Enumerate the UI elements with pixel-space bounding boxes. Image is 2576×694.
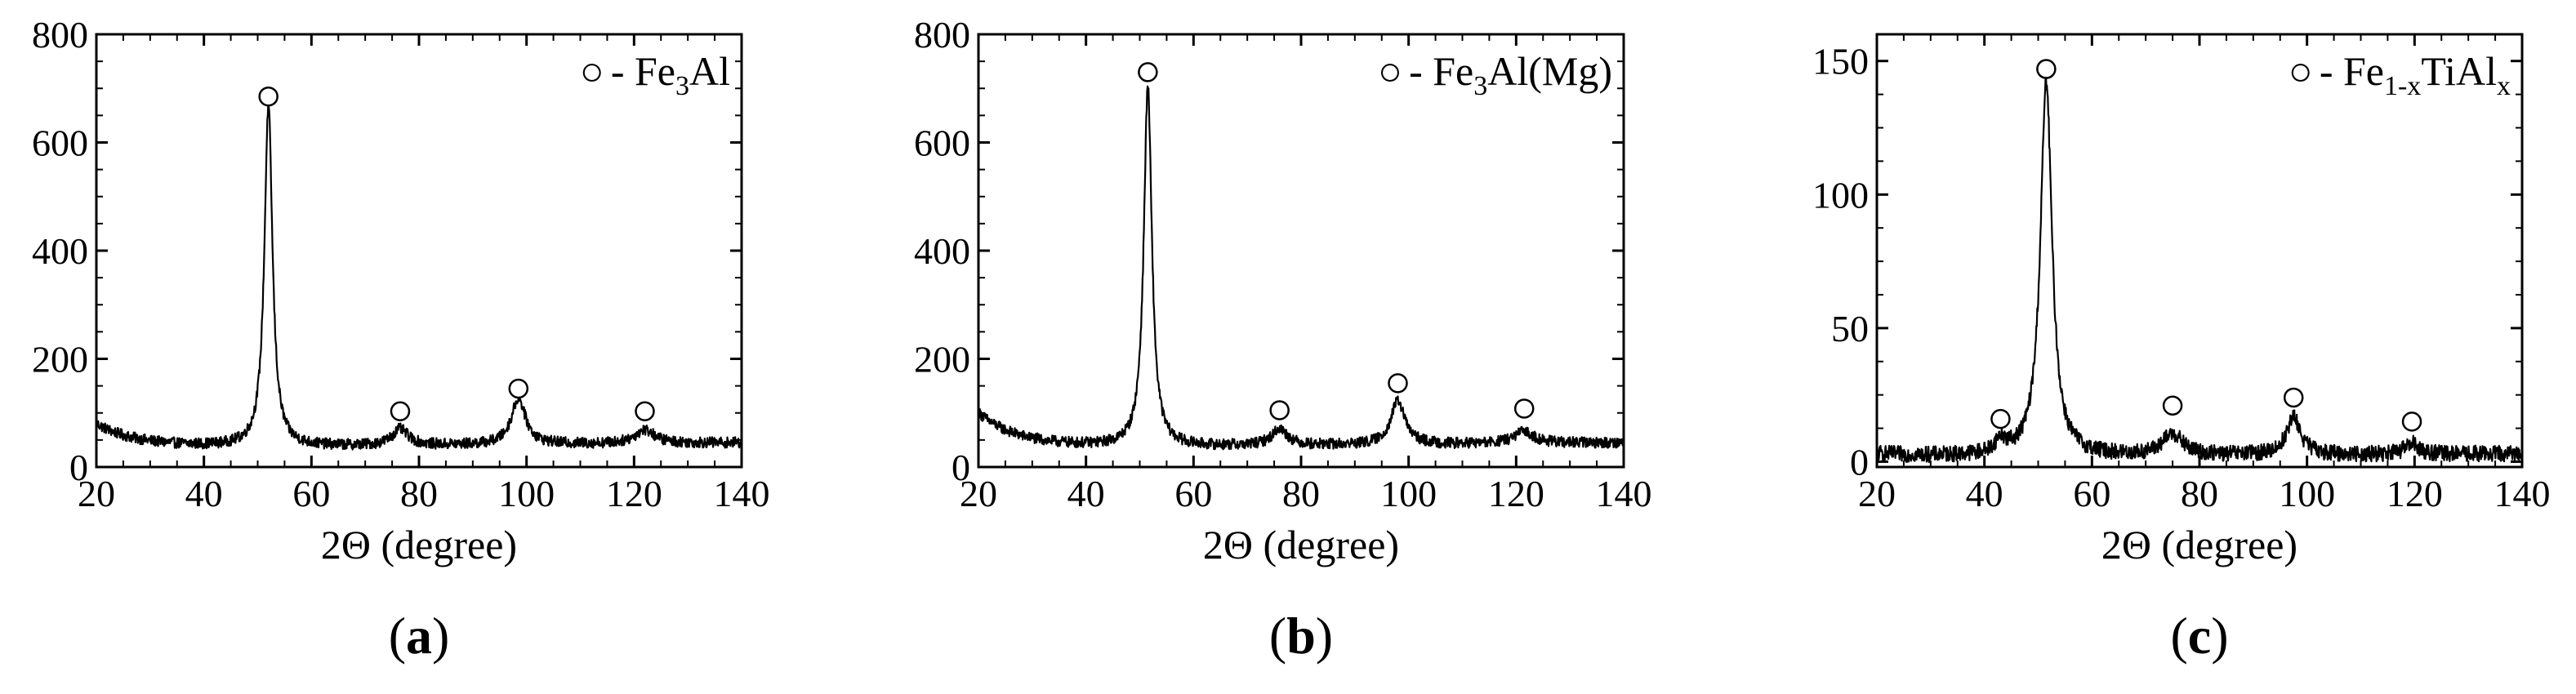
x-tick-label: 60 xyxy=(2073,473,2110,514)
y-tick-label: 100 xyxy=(1812,174,1869,216)
y-tick-label: 200 xyxy=(32,339,88,380)
y-tick-label: 600 xyxy=(32,122,88,164)
y-tick-label: 0 xyxy=(952,447,970,488)
legend-text: Al(Mg) xyxy=(1487,48,1612,94)
x-tick-label: 120 xyxy=(606,473,662,514)
legend-marker: ○ xyxy=(580,48,604,94)
peak-marker xyxy=(1990,408,2011,429)
x-tick-label: 120 xyxy=(2387,473,2443,514)
chart-panel-c: 20 40 60 80 100 120 140 0 50 100 150 2Θ (degree) - F… xyxy=(1812,33,2551,665)
panel-label: (b) xyxy=(1269,607,1333,665)
peak-marker xyxy=(1138,62,1158,82)
x-tick-label: 20 xyxy=(78,473,115,514)
peak-marker xyxy=(2162,395,2183,416)
x-tick-label: 60 xyxy=(292,473,330,514)
x-tick-label: 40 xyxy=(1966,473,2003,514)
peak-marker xyxy=(390,401,411,422)
peak-marker xyxy=(2283,387,2304,408)
y-tick-label: 800 xyxy=(914,14,970,56)
peak-marker xyxy=(258,86,279,107)
peak-marker xyxy=(1388,373,1408,394)
y-tick-label: 600 xyxy=(914,122,970,164)
peak-marker xyxy=(635,401,655,422)
x-tick-label: 140 xyxy=(714,473,770,514)
chart-panel-b: 20 40 60 80 100 120 140 0 200 400 600 800 2Θ (degree… xyxy=(914,14,1652,665)
legend-label: - Fe1-xTiAlx xyxy=(2320,48,2511,101)
x-axis-label: 2Θ (degree) xyxy=(2101,522,2297,567)
legend-subscript: x xyxy=(2497,71,2511,101)
x-axis-label: 2Θ (degree) xyxy=(1203,522,1399,567)
y-tick-label: 150 xyxy=(1812,41,1869,82)
peak-marker xyxy=(508,378,529,399)
y-tick-label: 800 xyxy=(32,14,88,56)
x-tick-label: 40 xyxy=(185,473,223,514)
x-axis-label: 2Θ (degree) xyxy=(321,522,517,567)
y-tick-label: 400 xyxy=(914,230,970,272)
plot-frame xyxy=(1875,33,2524,469)
x-tick-label: 20 xyxy=(1858,473,1896,514)
legend-subscript: 3 xyxy=(1473,71,1487,101)
y-tick-label: 0 xyxy=(1850,441,1869,483)
legend-text: - Fe xyxy=(1409,48,1473,94)
y-tick-label: 0 xyxy=(69,447,88,488)
xrd-series-line xyxy=(1876,77,2524,464)
x-tick-label: 100 xyxy=(2279,473,2335,514)
panel-label: (c) xyxy=(2170,607,2228,665)
legend-marker: ○ xyxy=(1378,48,1402,94)
peak-marker xyxy=(1513,398,1535,419)
xrd-series-line xyxy=(977,85,1625,451)
legend-subscript: 1-x xyxy=(2384,71,2421,101)
x-tick-label: 140 xyxy=(1596,473,1652,514)
x-tick-label: 100 xyxy=(1380,473,1437,514)
x-tick-label: 100 xyxy=(498,473,555,514)
legend-text: - Fe xyxy=(611,48,675,94)
peak-marker xyxy=(2036,59,2057,79)
x-tick-label: 140 xyxy=(2494,473,2551,514)
x-tick-label: 80 xyxy=(1282,473,1320,514)
panel-label: (a) xyxy=(389,607,450,665)
legend-marker: ○ xyxy=(2289,48,2313,94)
x-tick-label: 80 xyxy=(400,473,438,514)
legend-text: TiAl xyxy=(2421,48,2497,94)
xrd-series-line xyxy=(95,100,742,451)
x-tick-label: 40 xyxy=(1067,473,1105,514)
legend-text: Al xyxy=(689,48,730,94)
legend-subscript: 3 xyxy=(675,71,689,101)
peak-marker xyxy=(2401,412,2422,432)
legend-label: - Fe3Al(Mg) xyxy=(1409,48,1612,101)
peak-marker xyxy=(1269,400,1290,420)
y-tick-label: 50 xyxy=(1831,308,1869,349)
chart-panel-a: 20 40 60 80 100 120 140 0 200 400 600 800 2Θ (degree… xyxy=(32,14,770,665)
x-tick-label: 80 xyxy=(2181,473,2218,514)
x-tick-label: 20 xyxy=(960,473,997,514)
x-tick-label: 60 xyxy=(1174,473,1212,514)
legend-label: - Fe3Al xyxy=(611,48,730,101)
legend-text: - Fe xyxy=(2320,48,2384,94)
x-tick-label: 120 xyxy=(1488,473,1544,514)
y-tick-label: 400 xyxy=(32,230,88,272)
y-tick-label: 200 xyxy=(914,339,970,380)
